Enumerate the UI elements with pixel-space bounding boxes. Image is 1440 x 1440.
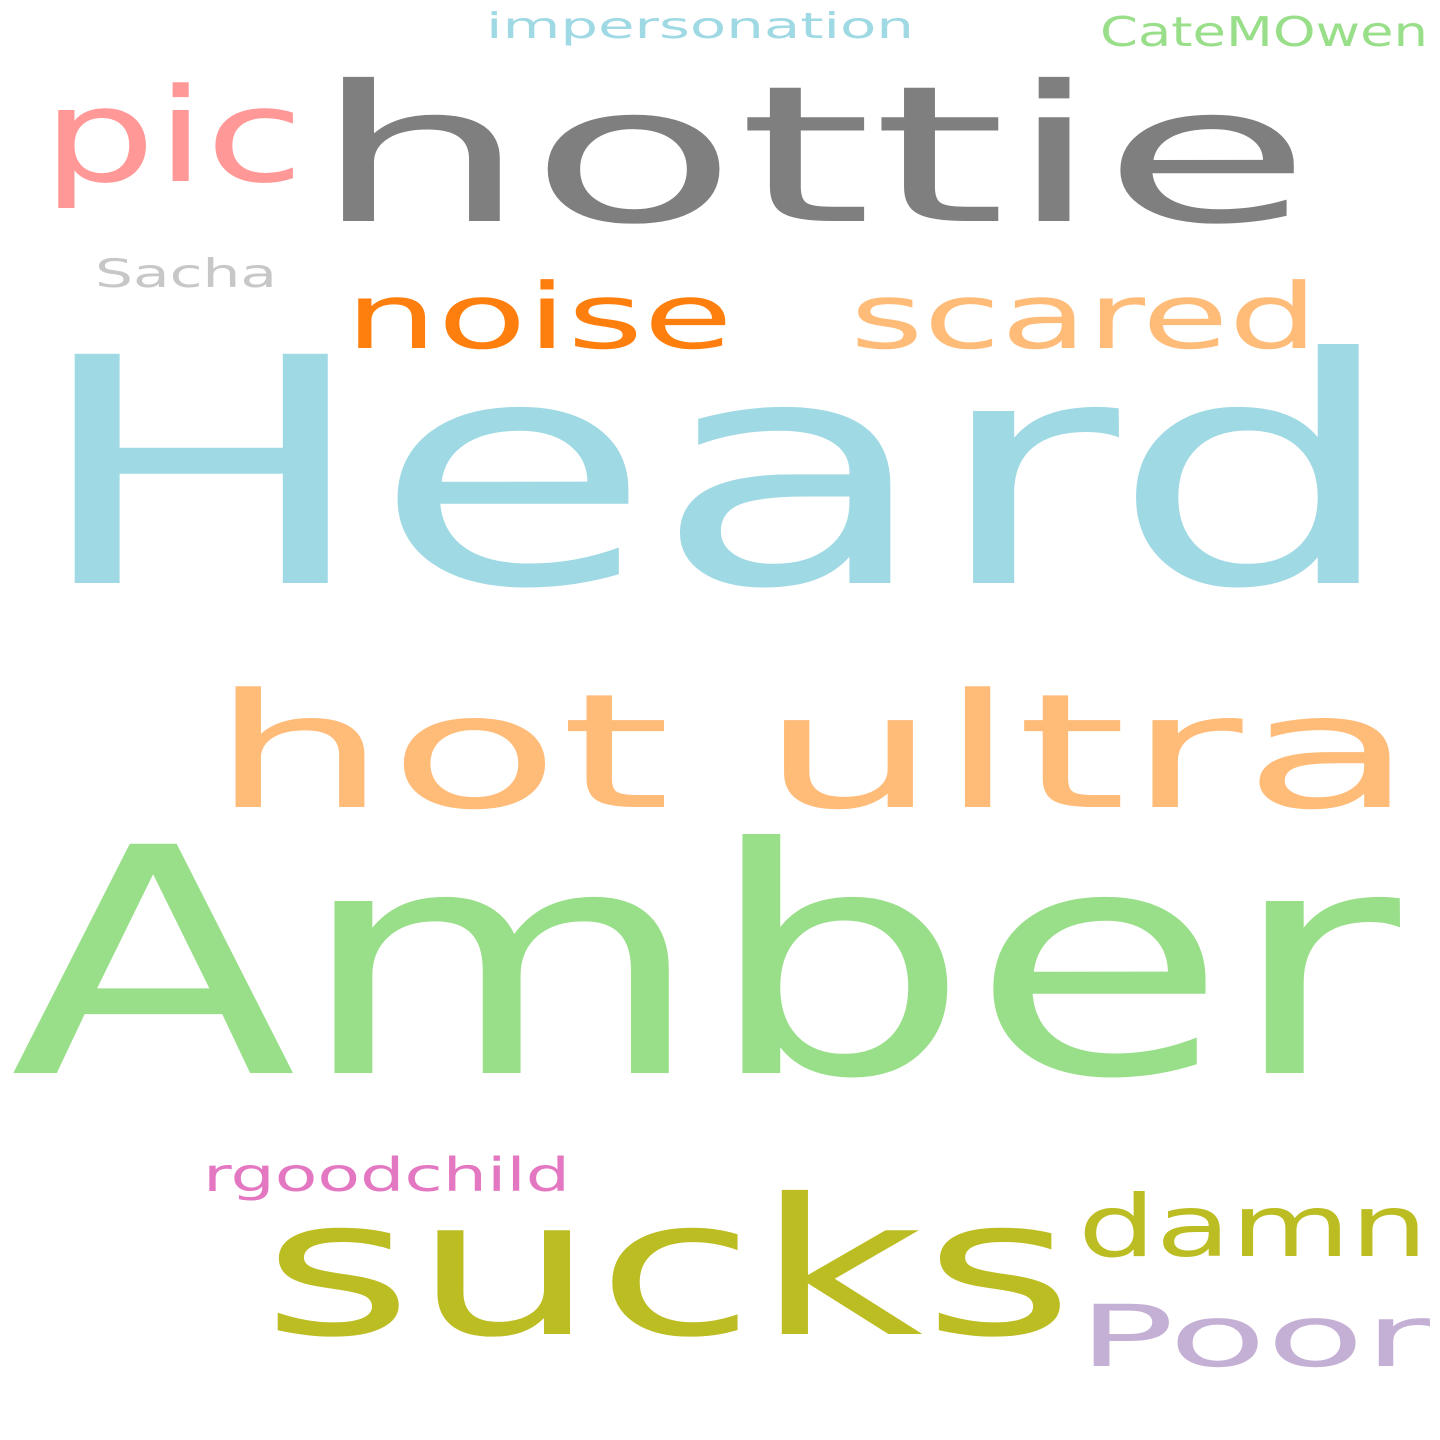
word-sacha: Sacha: [95, 252, 277, 297]
word-amber: Amber: [10, 782, 1400, 1148]
word-scared: scared: [850, 265, 1318, 370]
word-pic: pic: [42, 60, 304, 212]
word-noise: noise: [345, 265, 733, 370]
word-heard: Heard: [30, 292, 1400, 658]
word-rgoodchild: rgoodchild: [203, 1148, 570, 1202]
word-catemowen: CateMOwen: [1100, 8, 1428, 56]
word-poor: Poor: [1078, 1288, 1430, 1387]
word-damn: damn: [1078, 1178, 1428, 1277]
word-hot-ultra: hot ultra: [210, 660, 1415, 845]
word-sucks: sucks: [262, 1158, 1074, 1379]
word-impersonation: impersonation: [486, 6, 914, 47]
word-hottie: hottie: [312, 45, 1312, 266]
